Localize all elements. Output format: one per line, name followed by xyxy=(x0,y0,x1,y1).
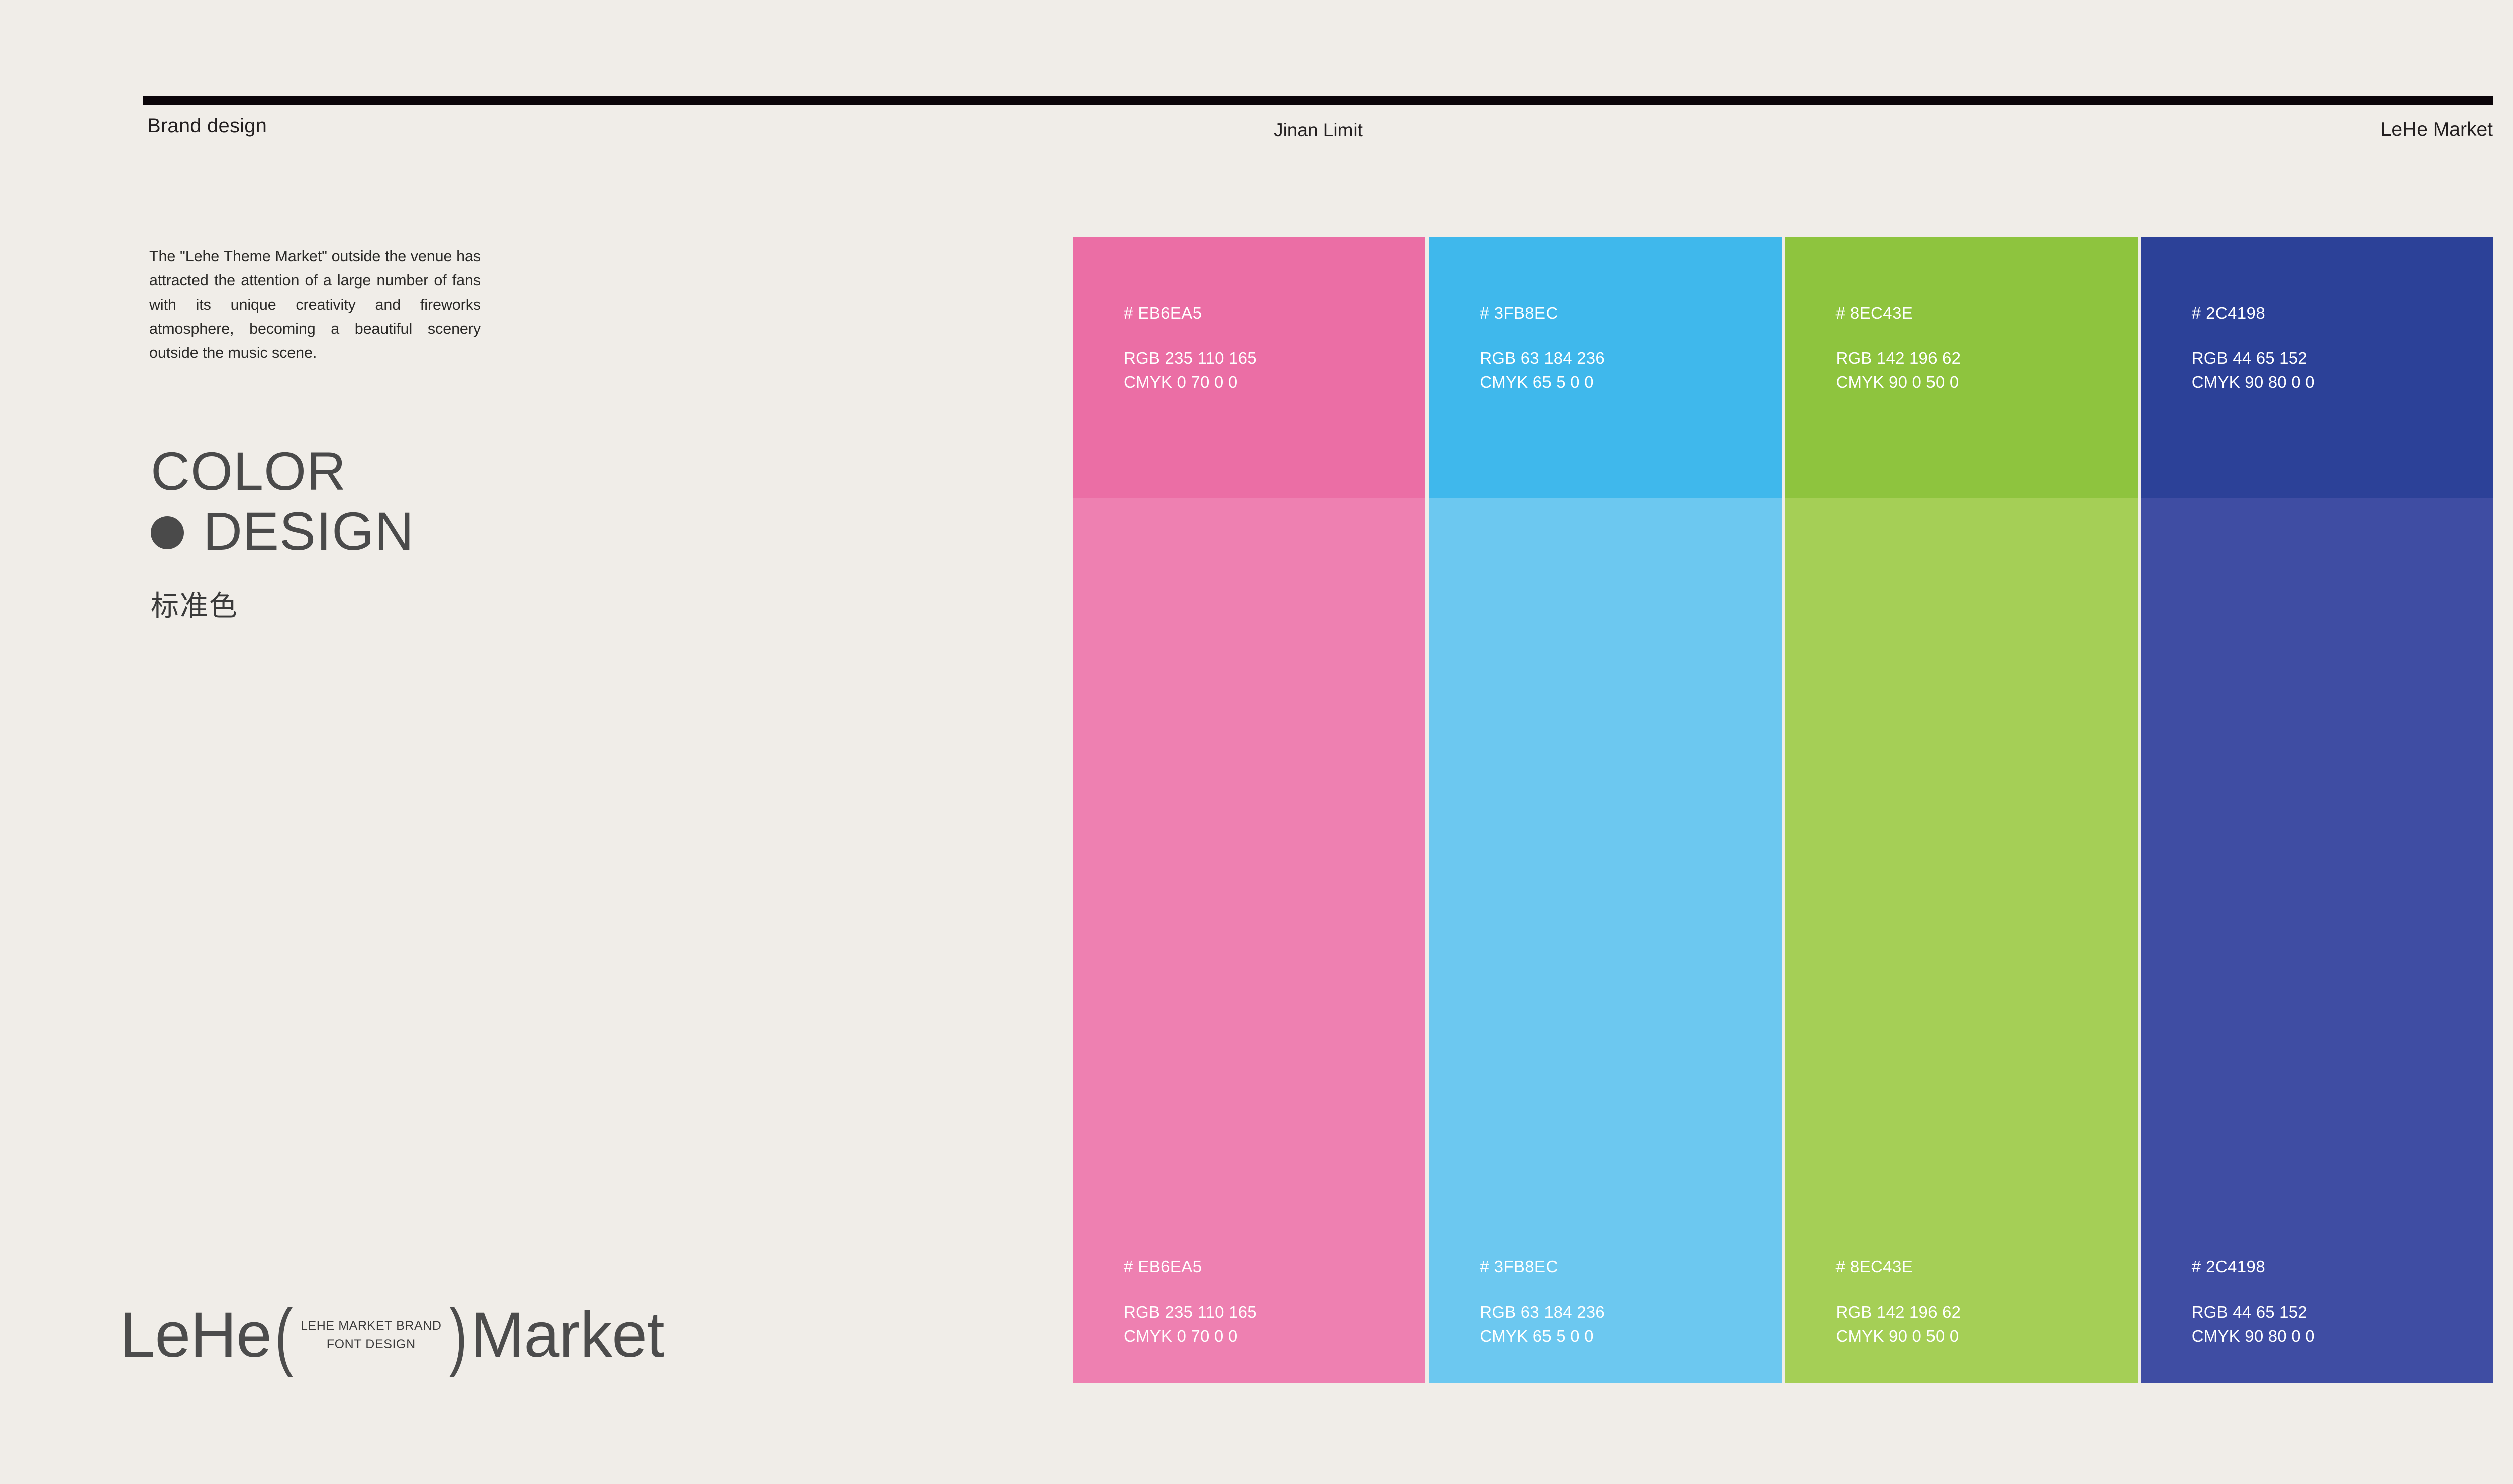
swatch-label-pink-top: # EB6EA5 RGB 235 110 165 CMYK 0 70 0 0 xyxy=(1124,305,1257,394)
swatch-label-navy-top: # 2C4198 RGB 44 65 152 CMYK 90 80 0 0 xyxy=(2192,305,2315,394)
swatch-hex-navy-bottom: # 2C4198 xyxy=(2191,1257,2266,1276)
swatch-pink-full-tone: # EB6EA5 RGB 235 110 165 CMYK 0 70 0 0 xyxy=(1073,237,1426,498)
swatch-cmyk-navy-bottom: CMYK 90 80 0 0 xyxy=(2191,1327,2315,1346)
swatch-column-navy: # 2C4198 RGB 44 65 152 CMYK 90 80 0 0 # 2C4… xyxy=(2141,237,2493,1383)
swatch-navy-full-tone: # 2C4198 RGB 44 65 152 CMYK 90 80 0 0 xyxy=(2141,237,2493,498)
swatch-hex-pink-bottom: # EB6EA5 xyxy=(1124,1257,1202,1276)
logo-close-paren: ) xyxy=(449,1293,467,1377)
swatch-cmyk-green-top: CMYK 90 0 50 0 xyxy=(1835,372,1959,391)
logo-caption-line1: LEHE MARKET BRAND xyxy=(300,1319,442,1333)
intro-paragraph: The "Lehe Theme Market" outside the venu… xyxy=(149,247,481,362)
swatch-values-pink-bottom: RGB 235 110 165 CMYK 0 70 0 0 xyxy=(1124,1300,1257,1348)
swatch-values-green-top: RGB 142 196 62 CMYK 90 0 50 0 xyxy=(1836,346,1961,394)
swatch-label-pink-bottom: # EB6EA5 RGB 235 110 165 CMYK 0 70 0 0 xyxy=(1124,1258,1257,1348)
swatch-hex-green-bottom: # 8EC43E xyxy=(1835,1257,1913,1276)
swatch-hex-cyan-bottom: # 3FB8EC xyxy=(1480,1257,1558,1276)
swatch-cmyk-green-bottom: CMYK 90 0 50 0 xyxy=(1835,1327,1959,1346)
header-right-label: LeHe Market xyxy=(2380,119,2493,140)
logo-left-word: LeHe xyxy=(120,1299,272,1371)
swatch-cyan-tint: # 3FB8EC RGB 63 184 236 CMYK 65 5 0 0 xyxy=(1429,498,1782,1383)
section-title-color: COLOR xyxy=(151,441,347,502)
section-subtitle-chinese: 标准色 xyxy=(151,590,238,622)
swatch-label-cyan-bottom: # 3FB8EC RGB 63 184 236 CMYK 65 5 0 0 xyxy=(1480,1258,1605,1348)
swatch-label-cyan-top: # 3FB8EC RGB 63 184 236 CMYK 65 5 0 0 xyxy=(1480,305,1605,394)
swatch-navy-tint: # 2C4198 RGB 44 65 152 CMYK 90 80 0 0 xyxy=(2141,498,2493,1383)
swatch-values-navy-top: RGB 44 65 152 CMYK 90 80 0 0 xyxy=(2192,346,2315,394)
swatch-column-green: # 8EC43E RGB 142 196 62 CMYK 90 0 50 0 # 8E… xyxy=(1785,237,2138,1383)
logo-caption-line2: FONT DESIGN xyxy=(326,1337,416,1351)
logo-right-word: Market xyxy=(470,1299,665,1371)
swatch-values-cyan-top: RGB 63 184 236 CMYK 65 5 0 0 xyxy=(1480,346,1605,394)
swatch-green-full-tone: # 8EC43E RGB 142 196 62 CMYK 90 0 50 0 xyxy=(1785,237,2138,498)
swatch-cmyk-pink-bottom: CMYK 0 70 0 0 xyxy=(1124,1327,1238,1346)
swatch-label-green-bottom: # 8EC43E RGB 142 196 62 CMYK 90 0 50 0 xyxy=(1836,1258,1961,1348)
logo-open-paren: ( xyxy=(274,1293,293,1377)
swatch-cmyk-cyan-bottom: CMYK 65 5 0 0 xyxy=(1480,1327,1594,1346)
swatch-label-navy-bottom: # 2C4198 RGB 44 65 152 CMYK 90 80 0 0 xyxy=(2192,1258,2315,1348)
header-left-label: Brand design xyxy=(147,115,267,137)
header-center-label: Jinan Limit xyxy=(1274,120,1363,140)
filled-circle-icon xyxy=(151,516,184,549)
swatch-rgb-cyan-bottom: RGB 63 184 236 xyxy=(1480,1303,1605,1322)
swatch-values-pink-top: RGB 235 110 165 CMYK 0 70 0 0 xyxy=(1124,346,1257,394)
brand-logo-lockup: LeHe ( LEHE MARKET BRAND FONT DESIGN ) M… xyxy=(120,1293,665,1377)
swatch-pink-tint: # EB6EA5 RGB 235 110 165 CMYK 0 70 0 0 xyxy=(1073,498,1426,1383)
intro-block: The "Lehe Theme Market" outside the venu… xyxy=(149,229,491,380)
swatch-hex-navy-top: # 2C4198 xyxy=(2191,304,2266,322)
swatch-values-green-bottom: RGB 142 196 62 CMYK 90 0 50 0 xyxy=(1836,1300,1961,1348)
swatch-rgb-green-top: RGB 142 196 62 xyxy=(1835,349,1961,367)
swatch-cyan-full-tone: # 3FB8EC RGB 63 184 236 CMYK 65 5 0 0 xyxy=(1429,237,1782,498)
section-title-block: COLOR DESIGN 标准色 xyxy=(151,442,603,624)
logo-caption: LEHE MARKET BRAND FONT DESIGN xyxy=(289,1320,453,1351)
swatch-values-cyan-bottom: RGB 63 184 236 CMYK 65 5 0 0 xyxy=(1480,1300,1605,1348)
swatch-rgb-pink-bottom: RGB 235 110 165 xyxy=(1124,1303,1257,1322)
swatch-column-pink: # EB6EA5 RGB 235 110 165 CMYK 0 70 0 0 # EB… xyxy=(1073,237,1426,1383)
swatch-cmyk-pink-top: CMYK 0 70 0 0 xyxy=(1124,372,1238,391)
swatch-column-cyan: # 3FB8EC RGB 63 184 236 CMYK 65 5 0 0 # 3FB… xyxy=(1429,237,1782,1383)
section-title-design-row: DESIGN xyxy=(151,502,603,561)
swatch-rgb-green-bottom: RGB 142 196 62 xyxy=(1835,1303,1961,1322)
swatch-rgb-navy-bottom: RGB 44 65 152 xyxy=(2191,1303,2307,1322)
swatch-rgb-navy-top: RGB 44 65 152 xyxy=(2191,349,2307,367)
swatch-label-green-top: # 8EC43E RGB 142 196 62 CMYK 90 0 50 0 xyxy=(1836,305,1961,394)
swatch-rgb-pink-top: RGB 235 110 165 xyxy=(1124,349,1257,367)
swatch-values-navy-bottom: RGB 44 65 152 CMYK 90 80 0 0 xyxy=(2192,1300,2315,1348)
swatch-cmyk-navy-top: CMYK 90 80 0 0 xyxy=(2191,372,2315,391)
page-header: Brand design Jinan Limit LeHe Market xyxy=(143,115,2493,150)
swatch-rgb-cyan-top: RGB 63 184 236 xyxy=(1480,349,1605,367)
header-rule xyxy=(143,96,2493,105)
section-title-design: DESIGN xyxy=(203,500,415,561)
swatch-hex-pink-top: # EB6EA5 xyxy=(1124,304,1202,322)
swatch-green-tint: # 8EC43E RGB 142 196 62 CMYK 90 0 50 0 xyxy=(1785,498,2138,1383)
swatch-hex-cyan-top: # 3FB8EC xyxy=(1480,304,1558,322)
swatch-cmyk-cyan-top: CMYK 65 5 0 0 xyxy=(1480,372,1594,391)
swatch-hex-green-top: # 8EC43E xyxy=(1835,304,1913,322)
color-palette-grid: # EB6EA5 RGB 235 110 165 CMYK 0 70 0 0 # EB… xyxy=(1073,237,2493,1383)
